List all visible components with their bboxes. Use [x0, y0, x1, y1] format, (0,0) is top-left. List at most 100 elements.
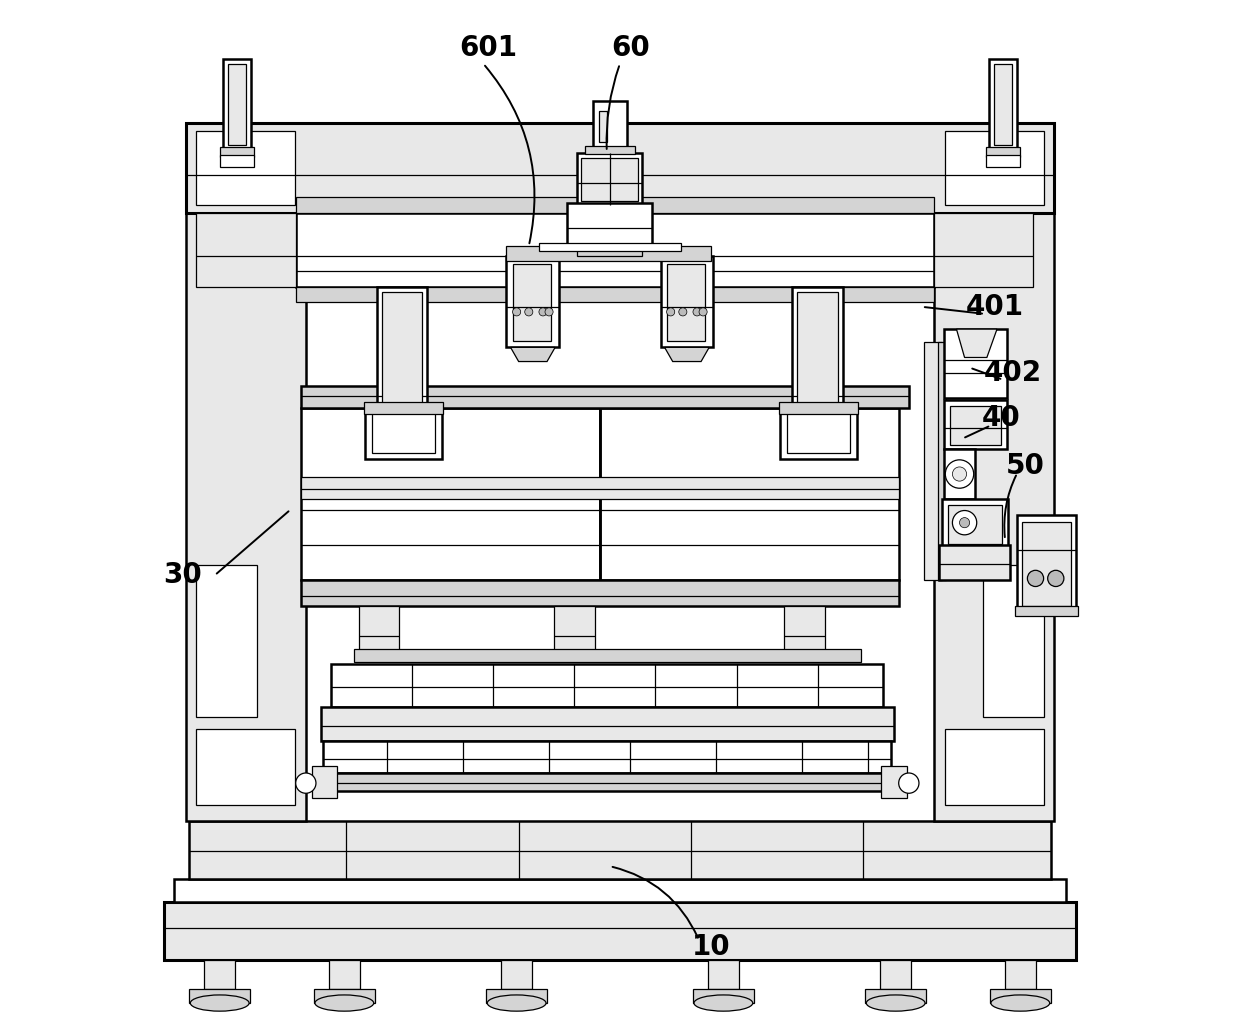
- Bar: [301, 386, 909, 409]
- Circle shape: [699, 308, 707, 316]
- Circle shape: [667, 308, 675, 316]
- Bar: [363, 403, 443, 415]
- Bar: [196, 566, 257, 717]
- Bar: [983, 566, 1044, 717]
- Circle shape: [1028, 571, 1044, 587]
- Bar: [331, 663, 883, 707]
- Bar: [599, 111, 606, 142]
- Bar: [314, 988, 374, 1003]
- Bar: [190, 820, 1050, 879]
- Circle shape: [1048, 571, 1064, 587]
- Bar: [316, 773, 894, 791]
- Circle shape: [899, 773, 919, 793]
- Bar: [205, 961, 234, 988]
- Circle shape: [960, 518, 970, 528]
- Bar: [693, 988, 754, 1003]
- Bar: [593, 101, 627, 150]
- Bar: [228, 63, 246, 145]
- Bar: [321, 707, 894, 741]
- Bar: [934, 213, 1033, 286]
- Bar: [780, 404, 857, 459]
- Text: 50: 50: [1006, 451, 1045, 480]
- Bar: [582, 158, 639, 202]
- Text: 40: 40: [982, 405, 1021, 432]
- Bar: [377, 286, 428, 409]
- Bar: [506, 256, 559, 347]
- Bar: [787, 411, 851, 452]
- Text: 601: 601: [459, 35, 517, 62]
- Bar: [939, 545, 1011, 581]
- Polygon shape: [956, 329, 997, 358]
- Bar: [1006, 961, 1035, 988]
- Bar: [295, 198, 934, 213]
- Bar: [950, 407, 1001, 444]
- Ellipse shape: [315, 995, 373, 1011]
- Bar: [797, 291, 838, 404]
- Bar: [600, 409, 899, 581]
- Bar: [501, 961, 532, 988]
- Circle shape: [945, 460, 973, 488]
- Text: 10: 10: [692, 933, 730, 961]
- Bar: [792, 286, 843, 409]
- Bar: [324, 741, 890, 773]
- Bar: [223, 58, 252, 150]
- Circle shape: [952, 467, 967, 481]
- Bar: [945, 131, 1044, 206]
- Bar: [174, 879, 1066, 902]
- Bar: [372, 411, 434, 452]
- Bar: [190, 988, 250, 1003]
- Bar: [512, 264, 551, 341]
- Bar: [939, 342, 946, 581]
- Bar: [196, 213, 295, 286]
- Bar: [945, 730, 1044, 805]
- Bar: [164, 902, 1076, 961]
- Ellipse shape: [991, 995, 1050, 1011]
- Bar: [301, 409, 600, 581]
- Ellipse shape: [867, 995, 925, 1011]
- Bar: [301, 581, 899, 605]
- Bar: [866, 988, 926, 1003]
- Bar: [382, 291, 423, 404]
- Bar: [358, 605, 399, 653]
- Polygon shape: [665, 347, 709, 362]
- Bar: [784, 605, 825, 653]
- Ellipse shape: [487, 995, 546, 1011]
- Bar: [990, 988, 1050, 1003]
- Bar: [994, 63, 1012, 145]
- Bar: [329, 961, 360, 988]
- Bar: [219, 147, 254, 157]
- Ellipse shape: [694, 995, 753, 1011]
- Polygon shape: [511, 347, 556, 362]
- Bar: [584, 146, 635, 154]
- Circle shape: [546, 308, 553, 316]
- Circle shape: [525, 308, 533, 316]
- Bar: [934, 213, 1054, 820]
- Bar: [186, 123, 1054, 213]
- Bar: [949, 505, 1002, 544]
- Bar: [1022, 522, 1071, 605]
- Text: 401: 401: [966, 292, 1024, 321]
- Bar: [1017, 515, 1076, 610]
- Bar: [196, 730, 295, 805]
- Bar: [186, 213, 306, 820]
- Bar: [661, 256, 713, 347]
- Bar: [924, 342, 942, 581]
- Text: 60: 60: [611, 35, 650, 62]
- Circle shape: [512, 308, 521, 316]
- Circle shape: [952, 511, 977, 535]
- Bar: [945, 448, 975, 499]
- Bar: [554, 605, 595, 653]
- Bar: [945, 329, 1007, 398]
- Bar: [986, 155, 1021, 167]
- Bar: [506, 246, 712, 261]
- Bar: [945, 400, 1007, 448]
- Bar: [667, 264, 706, 341]
- Bar: [295, 213, 934, 286]
- Bar: [295, 286, 934, 302]
- Bar: [578, 244, 642, 256]
- Bar: [312, 766, 337, 798]
- Text: 402: 402: [985, 359, 1043, 386]
- Bar: [779, 403, 858, 415]
- Bar: [301, 477, 899, 499]
- Bar: [365, 404, 441, 459]
